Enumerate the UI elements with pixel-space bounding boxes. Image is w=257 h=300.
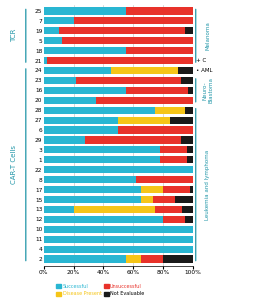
Bar [44, 156, 160, 164]
Bar [44, 87, 126, 94]
Bar [141, 256, 163, 262]
Bar [44, 206, 74, 213]
Bar [178, 67, 193, 74]
Bar [44, 256, 126, 262]
Text: Leukemia and lymphoma: Leukemia and lymphoma [205, 149, 210, 220]
Bar [163, 216, 185, 223]
Bar [170, 116, 193, 124]
Bar [62, 37, 193, 44]
Bar [118, 127, 193, 134]
Bar [44, 67, 111, 74]
Bar [44, 97, 96, 104]
Bar [155, 106, 185, 114]
Bar [188, 87, 193, 94]
Bar [44, 216, 163, 223]
Bar [44, 77, 77, 84]
Bar [44, 186, 141, 193]
Bar [141, 196, 152, 203]
Bar [152, 196, 175, 203]
Bar [163, 256, 193, 262]
Bar [44, 127, 118, 134]
Bar [190, 186, 193, 193]
Text: TCR: TCR [11, 29, 17, 42]
Bar [185, 27, 193, 34]
Bar [155, 206, 182, 213]
Bar [118, 116, 170, 124]
Bar [44, 47, 126, 54]
Bar [44, 37, 62, 44]
Bar [126, 87, 188, 94]
Bar [126, 256, 141, 262]
Bar [160, 156, 187, 164]
Bar [163, 186, 190, 193]
Bar [111, 67, 178, 74]
Bar [160, 146, 187, 154]
Bar [181, 77, 193, 84]
Bar [44, 146, 160, 154]
Bar [85, 136, 181, 143]
Bar [44, 246, 193, 253]
Bar [182, 206, 193, 213]
Bar [59, 27, 185, 34]
Bar [126, 8, 193, 14]
Bar [47, 57, 193, 64]
Bar [77, 77, 181, 84]
Legend: Successful, Disease Present, Unsuccessful, Not Evaluable: Successful, Disease Present, Unsuccessfu… [54, 282, 146, 298]
Bar [44, 106, 155, 114]
Bar [187, 156, 193, 164]
Text: Neuro-
Blastoma: Neuro- Blastoma [202, 77, 213, 103]
Bar [175, 196, 193, 203]
Bar [44, 57, 47, 64]
Text: CAR-T Cells: CAR-T Cells [11, 145, 17, 184]
Bar [126, 47, 193, 54]
Bar [185, 106, 193, 114]
Bar [44, 27, 59, 34]
Bar [187, 146, 193, 154]
Bar [181, 136, 193, 143]
Bar [44, 8, 126, 14]
Bar [74, 206, 155, 213]
Bar [141, 186, 163, 193]
Text: • AML: • AML [196, 68, 212, 73]
Bar [136, 176, 193, 183]
Bar [44, 166, 193, 173]
Bar [44, 236, 193, 243]
Bar [44, 136, 85, 143]
Bar [185, 216, 193, 223]
Text: Melanoma: Melanoma [205, 21, 210, 50]
Bar [44, 196, 141, 203]
Bar [96, 97, 193, 104]
Bar [44, 17, 74, 24]
Bar [44, 226, 193, 233]
Bar [44, 176, 136, 183]
Bar [44, 116, 118, 124]
Bar [74, 17, 193, 24]
Text: + C: + C [196, 58, 206, 63]
